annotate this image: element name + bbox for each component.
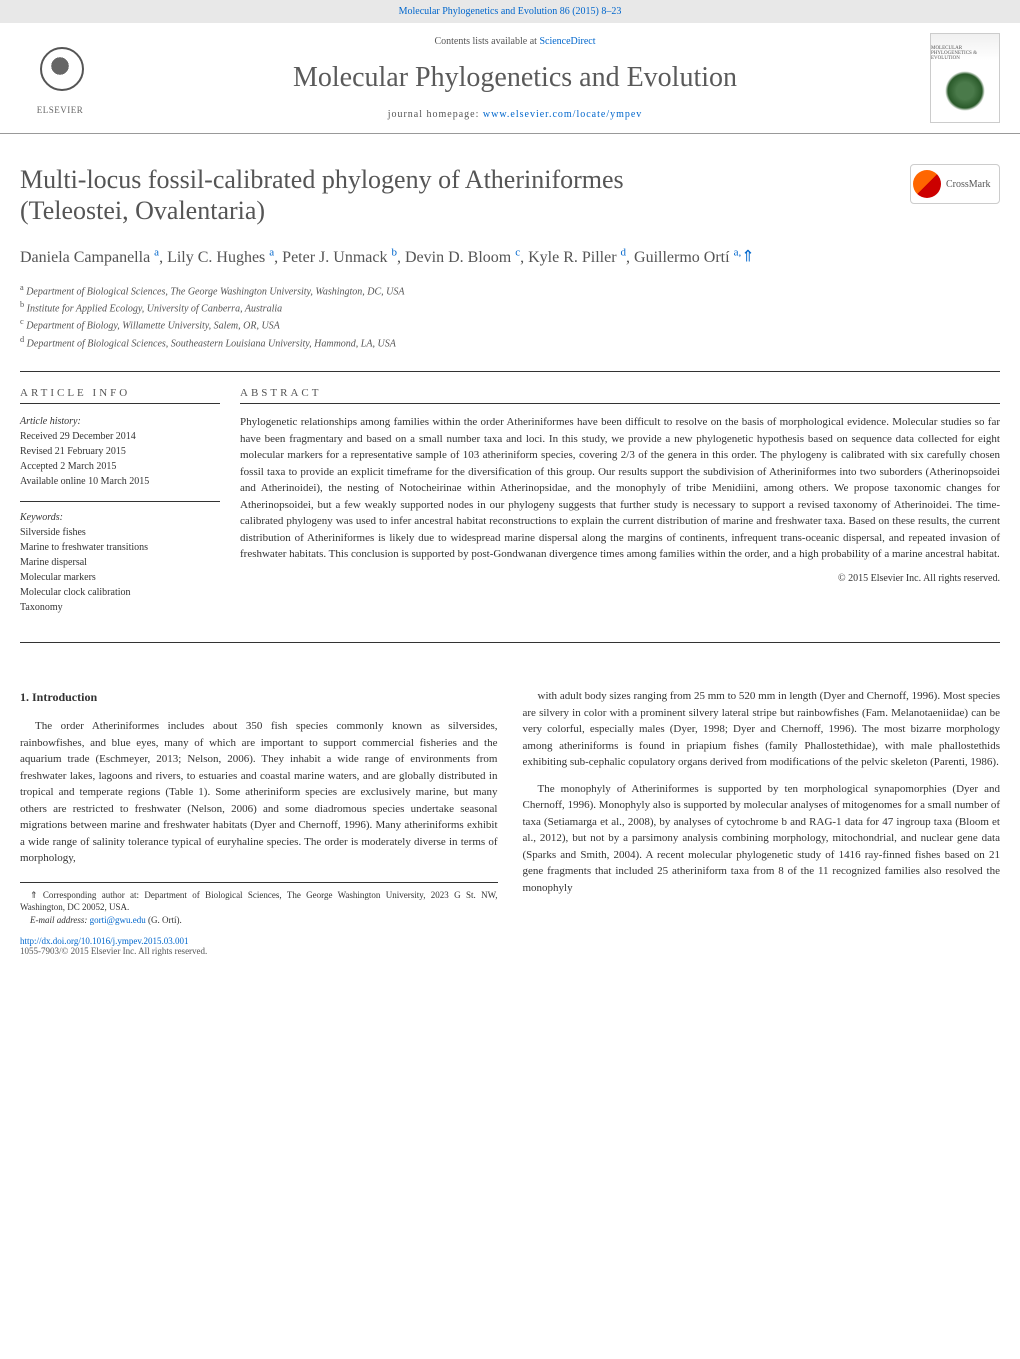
title-line-1: Multi-locus fossil-calibrated phylogeny … [20,165,624,194]
elsevier-tree-icon [35,42,85,102]
article-header-section: CrossMark Multi-locus fossil-calibrated … [0,134,1020,688]
footnote-corr-text: ⇑ Corresponding author at: Department of… [20,889,498,914]
keyword-4: Molecular clock calibration [20,585,220,600]
contents-available-line: Contents lists available at ScienceDirec… [120,36,910,47]
affiliation-b: b Institute for Applied Ecology, Univers… [20,299,1000,316]
footnote-email-name: (G. Ortí). [146,915,182,925]
history-label: Article history: [20,414,220,429]
abstract-copyright: © 2015 Elsevier Inc. All rights reserved… [240,573,1000,584]
corresponding-footnote: ⇑ Corresponding author at: Department of… [20,882,498,927]
header-citation-link[interactable]: Molecular Phylogenetics and Evolution 86… [399,6,622,17]
body-column-right: with adult body sizes ranging from 25 mm… [523,688,1001,926]
page-footer: http://dx.doi.org/10.1016/j.ympev.2015.0… [0,926,1020,966]
crossmark-badge[interactable]: CrossMark [910,164,1000,204]
intro-para-3: The monophyly of Atheriniformes is suppo… [523,781,1001,897]
journal-cover-thumbnail: MOLECULAR PHYLOGENETICS & EVOLUTION [930,33,1000,123]
homepage-label: journal homepage: [388,109,483,120]
history-received: Received 29 December 2014 [20,429,220,444]
history-accepted: Accepted 2 March 2015 [20,459,220,474]
footnote-email-link[interactable]: gorti@gwu.edu [90,915,146,925]
homepage-link[interactable]: www.elsevier.com/locate/ympev [483,109,642,120]
authors-line: Daniela Campanella a, Lily C. Hughes a, … [20,246,1000,266]
journal-name: Molecular Phylogenetics and Evolution [120,62,910,94]
keywords-block: Keywords: Silverside fishes Marine to fr… [20,501,220,615]
history-online: Available online 10 March 2015 [20,474,220,489]
intro-para-2: with adult body sizes ranging from 25 mm… [523,688,1001,771]
crossmark-label: CrossMark [946,179,990,190]
body-two-columns: 1. Introduction The order Atheriniformes… [20,688,1000,926]
affiliation-a-text: Department of Biological Sciences, The G… [26,286,404,297]
affiliation-b-text: Institute for Applied Ecology, Universit… [27,303,282,314]
body-column-left: 1. Introduction The order Atheriniformes… [20,688,498,926]
article-title: Multi-locus fossil-calibrated phylogeny … [20,164,1000,226]
keyword-3: Molecular markers [20,570,220,585]
introduction-heading: 1. Introduction [20,688,498,706]
footnote-email-label: E-mail address: [30,915,90,925]
elsevier-logo: ELSEVIER [20,33,100,123]
affiliation-a: a Department of Biological Sciences, The… [20,282,1000,299]
affiliation-c-text: Department of Biology, Willamette Univer… [26,321,280,332]
keyword-2: Marine dispersal [20,555,220,570]
journal-header: ELSEVIER Contents lists available at Sci… [0,23,1020,134]
affiliation-d-text: Department of Biological Sciences, South… [27,338,396,349]
title-line-2: (Teleostei, Ovalentaria) [20,196,265,225]
header-citation-bar: Molecular Phylogenetics and Evolution 86… [0,0,1020,23]
cover-title-text: MOLECULAR PHYLOGENETICS & EVOLUTION [931,46,999,61]
intro-para-1: The order Atheriniformes includes about … [20,718,498,867]
article-info-column: ARTICLE INFO Article history: Received 2… [20,387,240,627]
footnote-email-line: E-mail address: gorti@gwu.edu (G. Ortí). [20,914,498,927]
sciencedirect-link[interactable]: ScienceDirect [539,36,595,47]
article-info-heading: ARTICLE INFO [20,387,220,404]
doi-link[interactable]: http://dx.doi.org/10.1016/j.ympev.2015.0… [20,936,189,946]
history-revised: Revised 21 February 2015 [20,444,220,459]
corresponding-marker: ⇑ [741,249,754,266]
affiliation-d: d Department of Biological Sciences, Sou… [20,334,1000,351]
abstract-heading: ABSTRACT [240,387,1000,404]
abstract-column: ABSTRACT Phylogenetic relationships amon… [240,387,1000,627]
journal-header-center: Contents lists available at ScienceDirec… [100,36,930,120]
elsevier-label: ELSEVIER [37,105,84,115]
crossmark-icon [913,170,941,198]
issn-copyright-line: 1055-7903/© 2015 Elsevier Inc. All right… [20,946,207,956]
keyword-1: Marine to freshwater transitions [20,540,220,555]
affiliations-block: a Department of Biological Sciences, The… [20,282,1000,351]
keywords-label: Keywords: [20,510,220,525]
authors-names: Daniela Campanella a, Lily C. Hughes a, … [20,249,741,266]
article-history-block: Article history: Received 29 December 20… [20,414,220,489]
journal-homepage-line: journal homepage: www.elsevier.com/locat… [120,109,910,120]
affiliation-c: c Department of Biology, Willamette Univ… [20,316,1000,333]
body-section: 1. Introduction The order Atheriniformes… [0,688,1020,926]
keyword-0: Silverside fishes [20,525,220,540]
contents-text: Contents lists available at [434,36,539,47]
abstract-text: Phylogenetic relationships among familie… [240,414,1000,563]
info-abstract-row: ARTICLE INFO Article history: Received 2… [20,371,1000,643]
keyword-5: Taxonomy [20,600,220,615]
cover-tree-icon [945,71,985,111]
